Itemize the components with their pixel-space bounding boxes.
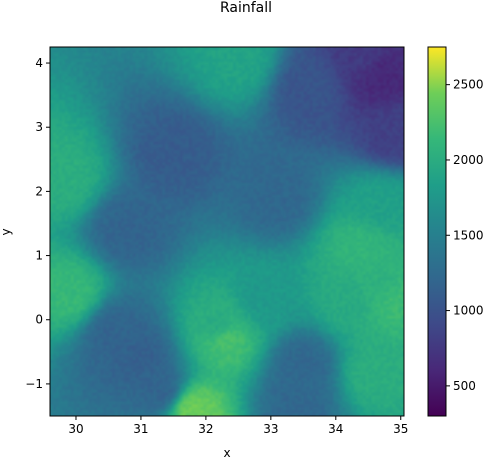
y-axis-label: y [0,228,13,235]
colorbar-tick-label: 500 [453,379,476,393]
y-tick-label: 4 [35,56,43,70]
y-tick-label: 1 [35,249,43,263]
y-tick-label: 3 [35,120,43,134]
colorbar-tick-label: 1000 [453,304,484,318]
x-tick-label: 31 [133,422,148,436]
heatmap-image [50,47,404,416]
colorbar [427,46,447,417]
x-tick-label: 32 [198,422,213,436]
colorbar-tick-label: 1500 [453,228,484,242]
colorbar-tick-label: 2500 [453,78,484,92]
y-axis-ticks: −1 0 1 2 3 4 [25,56,50,391]
y-tick-label: −1 [25,377,43,391]
x-tick-label: 34 [328,422,343,436]
x-axis-label: x [223,446,230,460]
x-tick-label: 35 [393,422,408,436]
colorbar-tick-label: 2000 [453,153,484,167]
y-tick-label: 0 [35,313,43,327]
x-tick-label: 33 [263,422,278,436]
x-axis-ticks: 30 31 32 33 34 35 [68,416,408,436]
y-tick-label: 2 [35,184,43,198]
plot-frame [49,46,405,417]
x-tick-label: 30 [68,422,83,436]
chart-title: Rainfall [220,0,272,16]
colorbar-ticks: 500 1000 1500 2000 2500 [446,78,484,393]
